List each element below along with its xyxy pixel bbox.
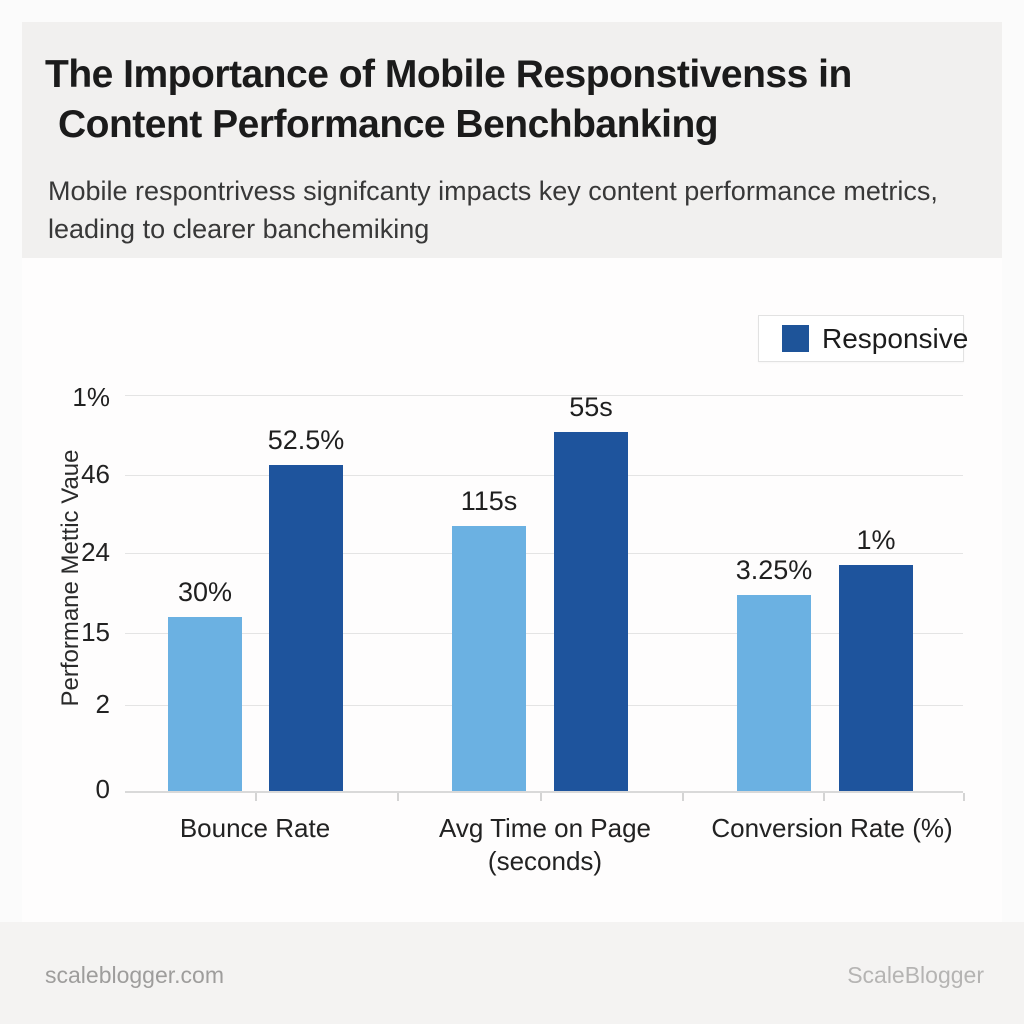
- chart-title: The Importance of Mobile Responstivenss …: [45, 50, 975, 150]
- bar-value-label: 30%: [177, 577, 233, 607]
- bar-Responsive: [554, 432, 628, 792]
- bar-series0: [737, 595, 811, 792]
- x-axis-tick: [397, 793, 399, 801]
- x-category-label: Conversion Rate (%): [711, 813, 953, 843]
- x-axis-line: [125, 791, 963, 793]
- x-category-label: Avg Time on Page (seconds): [439, 813, 651, 876]
- bar-value-label: 55s: [569, 392, 613, 422]
- gridline: [125, 475, 963, 476]
- bar-series0: [168, 617, 242, 792]
- gridline: [125, 395, 963, 396]
- x-axis-tick: [682, 793, 684, 801]
- legend-label: Responsive: [822, 322, 969, 354]
- y-tick-label: 46: [81, 459, 110, 489]
- bar-value-label: 3.25%: [735, 555, 813, 585]
- gridline: [125, 705, 963, 706]
- y-tick-label: 24: [81, 537, 110, 567]
- bar-value-label: 1%: [856, 525, 896, 555]
- legend-swatch-icon: [782, 325, 809, 352]
- y-axis-title: Performane Mettic Vaue: [57, 449, 84, 707]
- chart-title-line1: The Importance of Mobile Responstivenss …: [45, 53, 852, 96]
- x-axis-tick: [963, 793, 965, 801]
- chart-subtitle: Mobile respontrivess signifcanty impacts…: [48, 172, 998, 248]
- footer-brand-text: ScaleBlogger: [847, 962, 984, 988]
- bar-value-label: 52.5%: [267, 425, 345, 455]
- legend: Responsive: [758, 315, 968, 362]
- y-tick-label: 15: [81, 617, 110, 647]
- header-panel: The Importance of Mobile Responstivenss …: [22, 22, 1002, 258]
- footer-panel: scaleblogger.com ScaleBlogger: [0, 922, 1024, 1024]
- footer-website-text: scaleblogger.com: [45, 962, 224, 988]
- chart-subtitle-line1: Mobile respontrivess signifcanty impacts…: [48, 176, 938, 206]
- x-category-label: Bounce Rate: [179, 813, 331, 843]
- y-tick-label: 2: [95, 689, 110, 719]
- x-axis-tick: [255, 793, 257, 801]
- bar-series0: [452, 526, 526, 792]
- chart-subtitle-line2: leading to clearer banchemiking: [48, 214, 430, 244]
- y-tick-label: 0: [95, 774, 110, 804]
- x-axis-tick: [823, 793, 825, 801]
- bar-value-label: 115s: [460, 486, 518, 516]
- gridline: [125, 633, 963, 634]
- bar-Responsive: [839, 565, 913, 792]
- chart-title-line2: Content Performance Benchbanking: [58, 103, 719, 146]
- gridline: [125, 553, 963, 554]
- y-tick-label: 1%: [72, 382, 110, 412]
- x-axis-tick: [540, 793, 542, 801]
- bar-Responsive: [269, 465, 343, 792]
